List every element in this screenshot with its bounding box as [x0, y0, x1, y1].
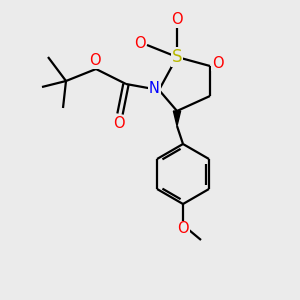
- Text: O: O: [113, 116, 124, 130]
- Text: S: S: [172, 48, 182, 66]
- Text: O: O: [177, 221, 189, 236]
- Text: N: N: [149, 81, 160, 96]
- Text: O: O: [89, 53, 100, 68]
- Text: O: O: [134, 36, 145, 51]
- Polygon shape: [173, 111, 181, 126]
- Text: O: O: [171, 12, 183, 27]
- Text: O: O: [212, 56, 223, 70]
